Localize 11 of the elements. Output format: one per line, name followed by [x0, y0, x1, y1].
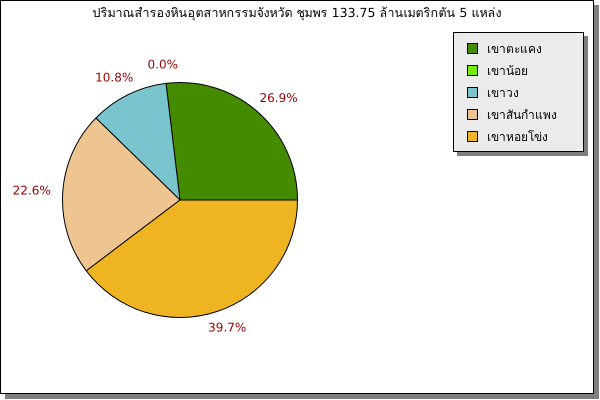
chart-title: ปริมาณสำรองหินอุตสาหกรรมจังหวัด ชุมพร 133.75 ล้านเมตริกตัน 5 แหล่ง: [92, 5, 502, 21]
text: 0.0%: [148, 58, 178, 72]
data-label: 10.8%: [95, 70, 134, 85]
legend-label: เขาสันกำแพง: [487, 108, 557, 122]
legend-label: เขาน้อย: [487, 64, 528, 78]
data-label: 26.9%: [260, 90, 298, 105]
data-label: 22.6%: [12, 184, 51, 198]
legend-label: เขาตะแคง: [487, 42, 542, 56]
legend-label: เขาหอยโข่ง: [487, 130, 548, 144]
data-label: 39.7%: [208, 320, 246, 335]
legend-label: เขาวง: [487, 86, 519, 100]
